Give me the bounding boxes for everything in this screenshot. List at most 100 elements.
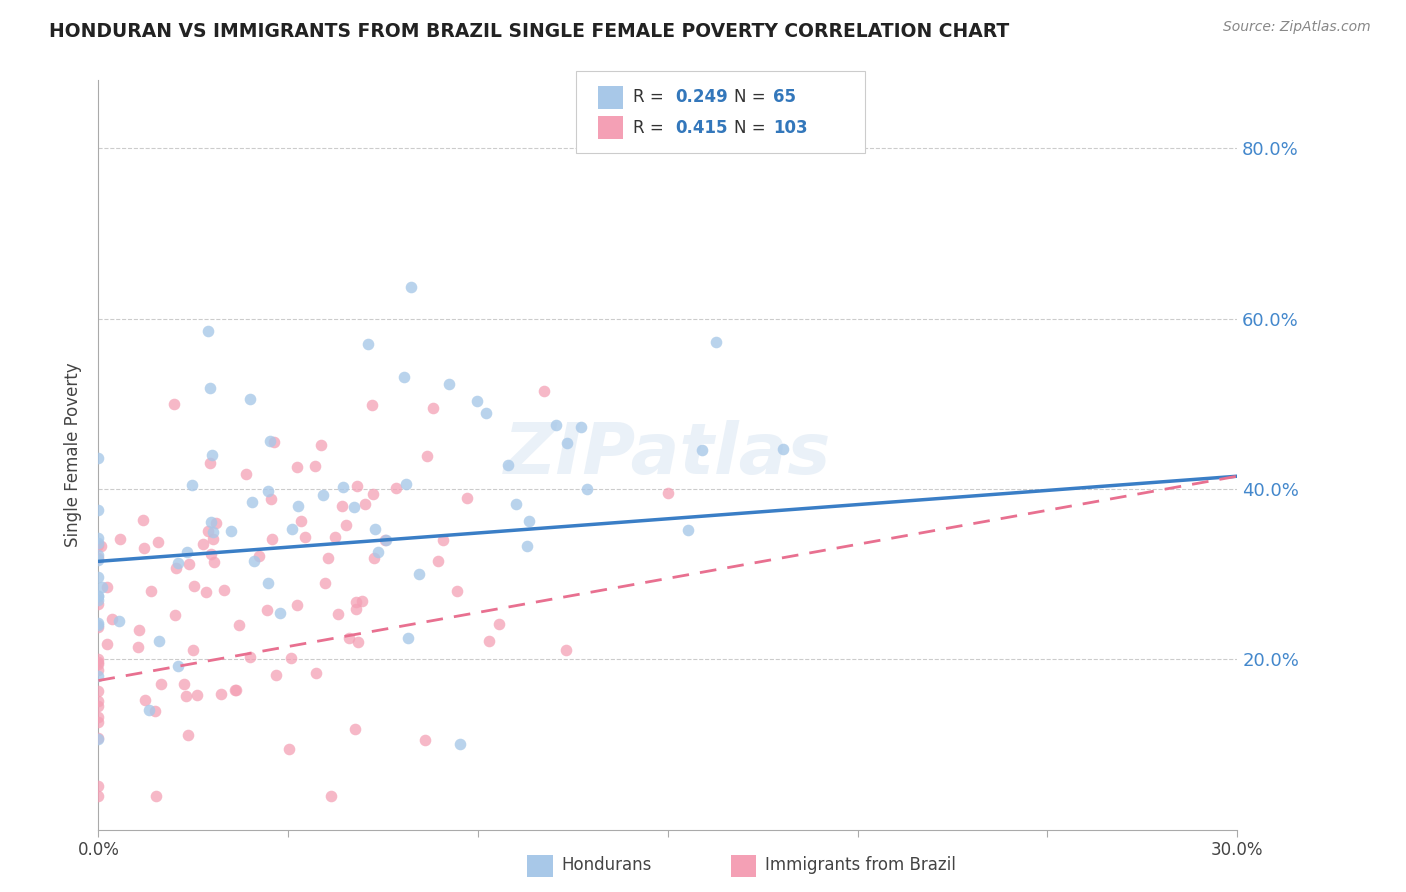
Point xyxy=(337,631,360,645)
Point xyxy=(269,606,291,620)
Point xyxy=(138,703,160,717)
Point xyxy=(257,575,280,590)
Point xyxy=(576,482,599,496)
Point xyxy=(198,457,221,471)
Point xyxy=(277,742,299,756)
Text: HONDURAN VS IMMIGRANTS FROM BRAZIL SINGLE FEMALE POVERTY CORRELATION CHART: HONDURAN VS IMMIGRANTS FROM BRAZIL SINGL… xyxy=(49,22,1010,41)
Point xyxy=(87,620,110,634)
Point xyxy=(319,789,342,803)
Point xyxy=(456,491,478,505)
Point xyxy=(259,434,281,448)
Text: R =: R = xyxy=(633,88,669,106)
Point xyxy=(343,722,366,736)
Point xyxy=(318,551,340,566)
Point xyxy=(87,699,110,714)
Point xyxy=(325,530,347,544)
Point xyxy=(690,443,713,458)
Point xyxy=(128,623,150,637)
Point xyxy=(475,406,498,420)
Point xyxy=(285,598,308,612)
Point xyxy=(183,579,205,593)
Point xyxy=(166,658,188,673)
Point xyxy=(87,657,110,672)
Point xyxy=(87,531,110,545)
Text: 0.249: 0.249 xyxy=(675,88,728,106)
Point xyxy=(202,532,225,546)
Point xyxy=(87,731,110,746)
Point xyxy=(176,545,198,559)
Point xyxy=(505,497,527,511)
Point xyxy=(354,497,377,511)
Point xyxy=(704,335,727,350)
Point xyxy=(96,580,118,594)
Point xyxy=(263,434,285,449)
Point xyxy=(256,602,278,616)
Text: Hondurans: Hondurans xyxy=(561,856,651,874)
Text: Immigrants from Brazil: Immigrants from Brazil xyxy=(765,856,956,874)
Point xyxy=(361,487,384,501)
Point xyxy=(385,481,408,495)
Point xyxy=(392,370,415,384)
Point xyxy=(143,704,166,718)
Point xyxy=(415,732,437,747)
Point xyxy=(290,514,312,528)
Text: N =: N = xyxy=(734,88,770,106)
Point xyxy=(396,631,419,645)
Point xyxy=(342,500,364,515)
Point xyxy=(139,584,162,599)
Point xyxy=(465,393,488,408)
Point xyxy=(294,529,316,543)
Point xyxy=(235,467,257,482)
Point xyxy=(87,732,110,747)
Text: ZIPatlas: ZIPatlas xyxy=(505,420,831,490)
Point xyxy=(260,492,283,507)
Point xyxy=(108,614,131,628)
Point xyxy=(437,377,460,392)
Point xyxy=(367,545,389,559)
Point xyxy=(87,503,110,517)
Point xyxy=(87,652,110,666)
Point xyxy=(517,514,540,528)
Point xyxy=(87,694,110,708)
Point xyxy=(328,607,350,622)
Point xyxy=(194,585,217,599)
Point xyxy=(314,575,336,590)
Point xyxy=(243,554,266,568)
Point xyxy=(408,566,430,581)
Point xyxy=(312,488,335,502)
Point xyxy=(257,484,280,499)
Point xyxy=(87,450,110,465)
Text: 103: 103 xyxy=(773,119,808,136)
Point xyxy=(309,437,332,451)
Text: N =: N = xyxy=(734,119,770,136)
Point xyxy=(516,539,538,553)
Point xyxy=(395,476,418,491)
Point xyxy=(204,516,226,531)
Point xyxy=(87,668,110,682)
Point xyxy=(87,536,110,550)
Point xyxy=(167,556,190,570)
Point xyxy=(177,557,200,571)
Point xyxy=(201,448,224,462)
Point xyxy=(239,392,262,406)
Point xyxy=(427,554,450,568)
Point xyxy=(127,640,149,655)
Point xyxy=(446,583,468,598)
Point xyxy=(173,676,195,690)
Point xyxy=(347,634,370,648)
Point xyxy=(176,690,198,704)
Point xyxy=(197,324,219,338)
Point xyxy=(498,458,520,472)
Point xyxy=(478,634,501,648)
Point xyxy=(87,548,110,562)
Point xyxy=(108,532,131,546)
Point xyxy=(202,555,225,569)
Point xyxy=(87,710,110,724)
Point xyxy=(87,615,110,630)
Point xyxy=(280,651,302,665)
Point xyxy=(90,539,112,553)
Point xyxy=(281,522,304,536)
Point xyxy=(87,538,110,552)
Point xyxy=(134,693,156,707)
Point xyxy=(180,478,202,492)
